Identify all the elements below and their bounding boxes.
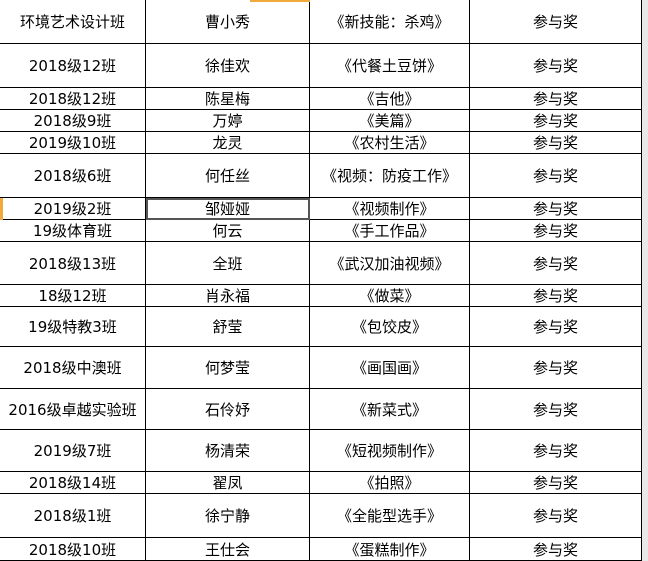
table-cell[interactable]: 舒莹 [146, 307, 310, 347]
table-cell[interactable]: 《做菜》 [310, 285, 470, 307]
table-cell[interactable]: 何梦莹 [146, 347, 310, 389]
table-cell[interactable]: 参与奖 [470, 472, 642, 494]
table-cell[interactable]: 参与奖 [470, 220, 642, 242]
table-cell[interactable]: 《新技能：杀鸡》 [310, 0, 470, 44]
table-cell[interactable]: 《蛋糕制作》 [310, 538, 470, 561]
table-cell[interactable]: 杨清荣 [146, 430, 310, 472]
table-cell[interactable]: 《拍照》 [310, 472, 470, 494]
table-cell[interactable]: 2018级中澳班 [0, 347, 146, 389]
row-marker [0, 198, 3, 220]
table-cell[interactable]: 18级12班 [0, 285, 146, 307]
table-cell[interactable]: 参与奖 [470, 0, 642, 44]
table-cell[interactable]: 参与奖 [470, 389, 642, 430]
table-cell[interactable]: 参与奖 [470, 430, 642, 472]
table-cell[interactable]: 陈星梅 [146, 88, 310, 110]
table-cell[interactable]: 2019级7班 [0, 430, 146, 472]
column-marker [250, 0, 310, 2]
table-cell[interactable]: 2019级10班 [0, 132, 146, 154]
table-cell[interactable]: 《武汉加油视频》 [310, 242, 470, 285]
table-cell[interactable]: 石伶妤 [146, 389, 310, 430]
sheet-edge [642, 0, 648, 561]
table-cell[interactable]: 《包饺皮》 [310, 307, 470, 347]
table-cell[interactable]: 19级体育班 [0, 220, 146, 242]
table-cell[interactable]: 翟凤 [146, 472, 310, 494]
table-cell[interactable]: 徐佳欢 [146, 44, 310, 88]
table-cell[interactable]: 参与奖 [470, 347, 642, 389]
table-cell[interactable]: 2018级1班 [0, 494, 146, 538]
table-cell[interactable]: 参与奖 [470, 154, 642, 198]
table-cell[interactable]: 2018级6班 [0, 154, 146, 198]
table-cell[interactable]: 参与奖 [470, 285, 642, 307]
table-cell[interactable]: 2018级12班 [0, 88, 146, 110]
table-cell[interactable]: 参与奖 [470, 132, 642, 154]
table-cell[interactable]: 2018级13班 [0, 242, 146, 285]
table-cell[interactable]: 参与奖 [470, 88, 642, 110]
table-cell[interactable]: 何云 [146, 220, 310, 242]
table-cell[interactable]: 邹娅娅 [146, 198, 310, 220]
table-cell[interactable]: 2019级2班 [0, 198, 146, 220]
table-cell[interactable]: 何任丝 [146, 154, 310, 198]
table-cell[interactable]: 《美篇》 [310, 110, 470, 132]
table-cell[interactable]: 参与奖 [470, 538, 642, 561]
table-cell[interactable]: 环境艺术设计班 [0, 0, 146, 44]
table-cell[interactable]: 王仕会 [146, 538, 310, 561]
table-cell[interactable]: 2018级14班 [0, 472, 146, 494]
table-cell[interactable]: 《短视频制作》 [310, 430, 470, 472]
table-cell[interactable]: 万婷 [146, 110, 310, 132]
table-cell[interactable]: 徐宁静 [146, 494, 310, 538]
table-cell[interactable]: 2018级12班 [0, 44, 146, 88]
table-cell[interactable]: 2018级10班 [0, 538, 146, 561]
table-cell[interactable]: 曹小秀 [146, 0, 310, 44]
table-cell[interactable]: 肖永福 [146, 285, 310, 307]
table-cell[interactable]: 参与奖 [470, 307, 642, 347]
table-cell[interactable]: 2018级9班 [0, 110, 146, 132]
table-cell[interactable]: 《画国画》 [310, 347, 470, 389]
table-cell[interactable]: 《吉他》 [310, 88, 470, 110]
table-cell[interactable]: 参与奖 [470, 110, 642, 132]
table-cell[interactable]: 2016级卓越实验班 [0, 389, 146, 430]
table-cell[interactable]: 参与奖 [470, 494, 642, 538]
table-cell[interactable]: 参与奖 [470, 198, 642, 220]
table-cell[interactable]: 《全能型选手》 [310, 494, 470, 538]
table-cell[interactable]: 《手工作品》 [310, 220, 470, 242]
table-cell[interactable]: 19级特教3班 [0, 307, 146, 347]
table-cell[interactable]: 龙灵 [146, 132, 310, 154]
table-cell[interactable]: 《农村生活》 [310, 132, 470, 154]
table-cell[interactable]: 参与奖 [470, 242, 642, 285]
table-cell[interactable]: 《新菜式》 [310, 389, 470, 430]
table-cell[interactable]: 参与奖 [470, 44, 642, 88]
table-cell[interactable]: 《视频：防疫工作》 [310, 154, 470, 198]
table-cell[interactable]: 《视频制作》 [310, 198, 470, 220]
table-cell[interactable]: 《代餐土豆饼》 [310, 44, 470, 88]
table-cell[interactable]: 全班 [146, 242, 310, 285]
